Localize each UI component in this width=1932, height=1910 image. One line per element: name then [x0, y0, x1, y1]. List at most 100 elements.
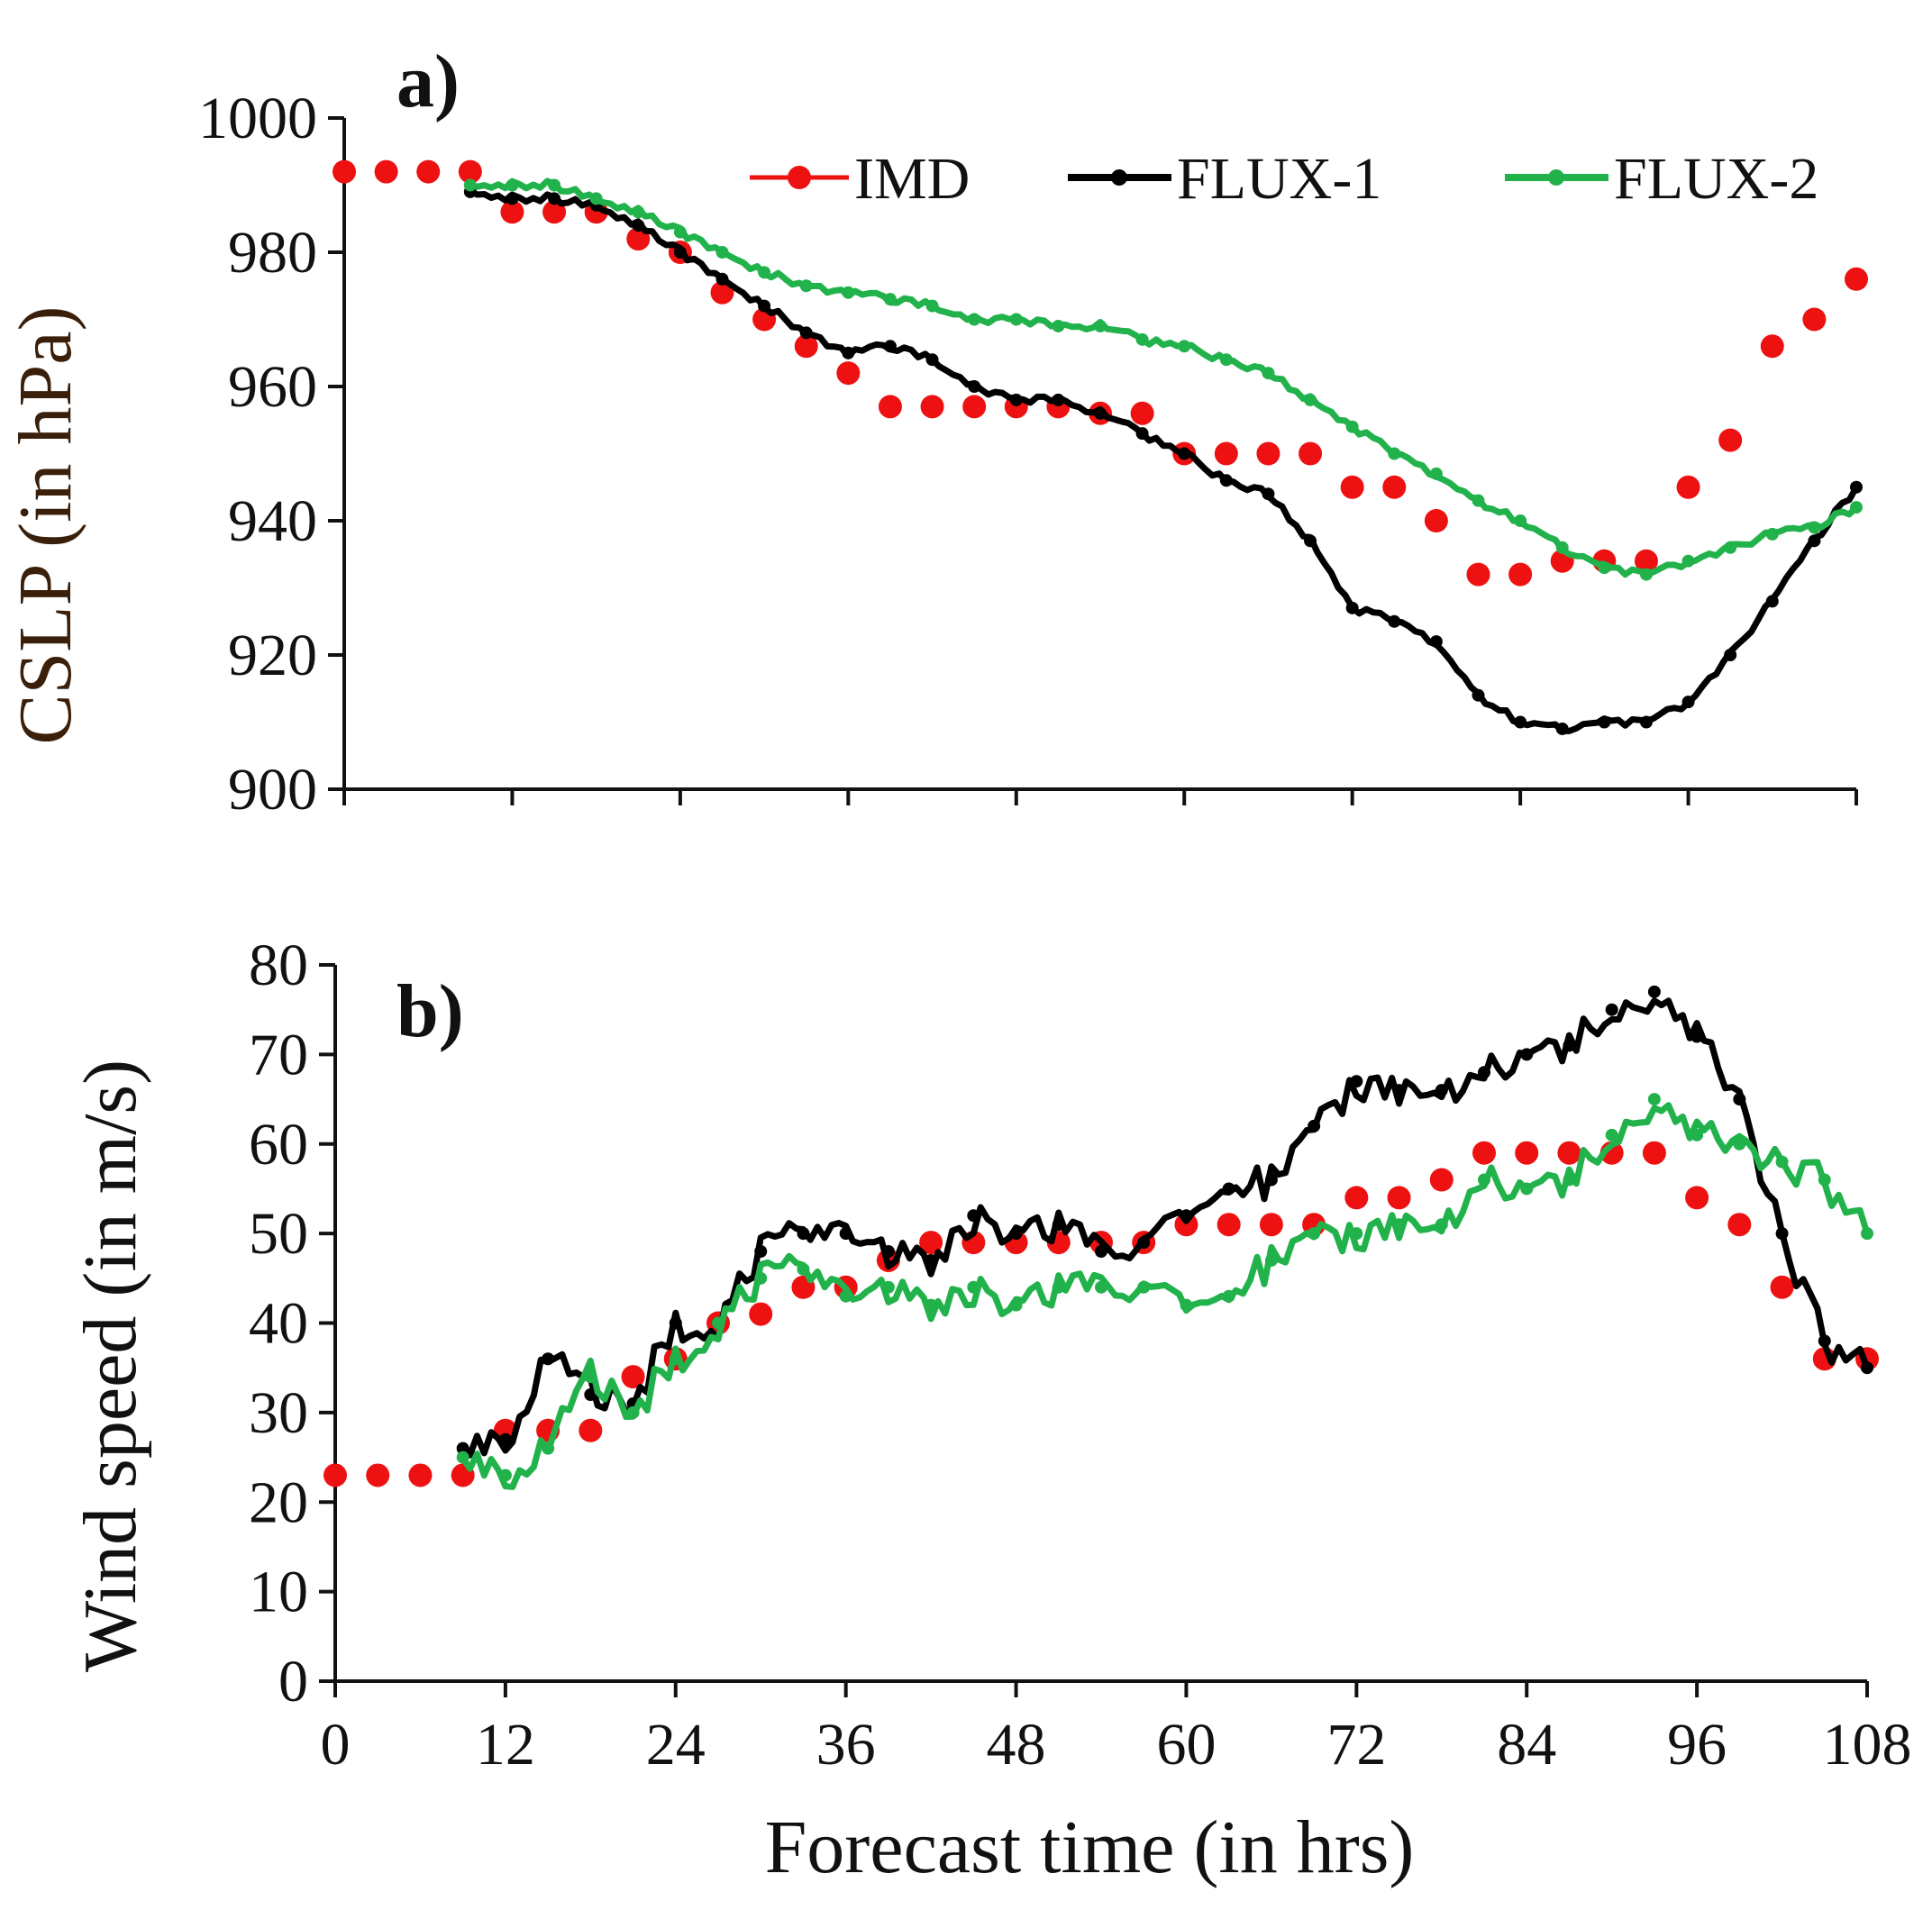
- panel-a-flux-2-line: [469, 177, 1859, 578]
- panel-a-imd-point: [1845, 267, 1868, 291]
- panel-a-flux-1-point: [799, 326, 813, 340]
- legend-flux-2-label: FLUX-2: [1614, 146, 1818, 212]
- panel-a-ticks: 900 920 940 960 980 1000: [198, 86, 1858, 823]
- panel-b-x-tick-label: 72: [1326, 1712, 1386, 1778]
- panel-b-flux-1-point: [1350, 1075, 1363, 1088]
- panel-b-flux-2-point: [1775, 1155, 1789, 1169]
- panel-b-imd-point: [1387, 1186, 1411, 1210]
- panel-b-imd-point: [1174, 1213, 1198, 1237]
- panel-b-imd-point: [1770, 1275, 1794, 1299]
- panel-b-flux-1-point: [1818, 1334, 1831, 1348]
- panel-a-flux-2-point: [758, 266, 771, 279]
- panel-a-imd-point: [1760, 334, 1784, 359]
- panel-a-flux-2-point: [1304, 393, 1317, 406]
- legend-item-flux-1: FLUX-1: [1068, 146, 1381, 212]
- panel-a-imd-point: [1340, 475, 1364, 499]
- panel-a-imd-point: [1802, 307, 1827, 332]
- panel-a-flux-2-point: [1639, 568, 1653, 581]
- panel-b-x-tick-label: 12: [476, 1712, 535, 1778]
- panel-a-imd-point: [794, 334, 818, 359]
- panel-b-x-tick-label: 0: [321, 1712, 351, 1778]
- panel-a-flux-2-point: [968, 313, 981, 326]
- panel-a-flux-2-point: [1178, 340, 1191, 353]
- panel-b-y-tick-label: 40: [249, 1291, 308, 1357]
- panel-b-flux-1-point: [1222, 1182, 1235, 1196]
- panel-b-flux-2-point: [1818, 1173, 1831, 1187]
- panel-b-imd-point: [1429, 1168, 1454, 1192]
- panel-b-flux-1-point: [839, 1227, 852, 1241]
- panel-b-flux-2-point: [1435, 1218, 1448, 1232]
- panel-b-flux-1-point: [1775, 1227, 1789, 1241]
- panel-a-y-tick-label: 900: [228, 757, 317, 823]
- panel-b-ticks: 0 10 20 30 40 50 60 70 80 0 12 24 36 48 60 72 84 96 108: [249, 932, 1912, 1778]
- panel-a-flux-1-point: [632, 219, 645, 232]
- panel-a-flux-1-point: [1765, 595, 1779, 608]
- panel-a-flux-1-point: [1472, 688, 1485, 702]
- panel-b-y-tick-label: 60: [249, 1112, 308, 1178]
- panel-a-imd-point: [374, 159, 398, 184]
- panel-b-imd-point: [579, 1418, 603, 1442]
- panel-a-flux-2-point: [1135, 332, 1149, 346]
- panel-a-flux-2-point: [1555, 541, 1569, 554]
- panel-a-flux-2-point: [1219, 353, 1233, 367]
- panel-a-flux-2-point: [1850, 501, 1863, 514]
- panel-b-flux-1-point: [456, 1442, 469, 1455]
- legend-item-imd: IMD: [750, 146, 970, 212]
- panel-a-flux-1-point: [1052, 393, 1065, 406]
- panel-b-flux-2-point: [669, 1352, 682, 1366]
- panel-b-y-tick-label: 20: [249, 1469, 308, 1535]
- panel-b-y-tick-label: 0: [278, 1649, 308, 1714]
- panel-b-flux-2-point: [1264, 1253, 1278, 1267]
- panel-b-flux-2-point: [1350, 1227, 1363, 1241]
- panel-b-flux-1-line: [460, 997, 1871, 1459]
- panel-b-flux-1-point: [1478, 1066, 1490, 1079]
- panel-a-flux-2-point: [1472, 494, 1485, 507]
- panel-a-flux-2-point: [1345, 420, 1359, 433]
- panel-a-series: [333, 159, 1868, 735]
- panel-a-flux-2-point: [715, 246, 729, 259]
- panel-a-imd-point: [1424, 509, 1448, 532]
- panel-b-x-tick-label: 24: [646, 1712, 706, 1778]
- panel-b-x-tick-label: 60: [1156, 1712, 1216, 1778]
- panel-b-x-tick-label: 48: [987, 1712, 1046, 1778]
- panel-b-imd-point: [324, 1463, 347, 1487]
- panel-a-flux-1-point: [1304, 534, 1317, 548]
- panel-b-y-axis-title: Wind speed (in m/s): [68, 1060, 152, 1672]
- panel-a-y-axis-title: CSLP (in hPa): [4, 306, 87, 745]
- panel-a-flux-2-point: [1514, 514, 1527, 527]
- panel-b-flux-1-point: [797, 1227, 810, 1241]
- panel-a-flux-2-point: [1429, 467, 1443, 480]
- panel-a-flux-1-point: [925, 353, 939, 367]
- panel-a-y-tick-label: 960: [228, 354, 317, 420]
- panel-b-imd-point: [1344, 1186, 1369, 1210]
- panel-a-imd-point: [416, 159, 441, 184]
- panel-b-flux-2-point: [626, 1405, 640, 1419]
- panel-b-flux-2-point: [584, 1370, 597, 1384]
- panel-b-flux-2-point: [542, 1442, 555, 1455]
- panel-a-flux-2-point: [1724, 541, 1737, 554]
- panel-b-imd-point: [919, 1231, 943, 1255]
- panel-b-imd-point: [1557, 1141, 1581, 1165]
- panel-a-imd-point: [1466, 562, 1490, 587]
- panel-b-y-tick-label: 80: [249, 932, 308, 998]
- panel-b-flux-2-point: [456, 1451, 469, 1464]
- panel-a-cslp: 900 920 940 960 980 1000 a) CSLP (in hPa): [4, 40, 1868, 823]
- panel-b-flux-1-point: [1392, 1084, 1406, 1097]
- panel-a-flux-1-point: [1135, 427, 1149, 441]
- panel-b-flux-2-point: [967, 1280, 980, 1294]
- panel-b-flux-2-point: [881, 1280, 895, 1294]
- panel-a-imd-point: [1508, 562, 1533, 587]
- panel-b-y-tick-label: 30: [249, 1380, 308, 1446]
- panel-a-flux-1-point: [506, 192, 519, 205]
- panel-b-label: b): [396, 969, 464, 1053]
- panel-b-flux-1-point: [1052, 1218, 1065, 1232]
- panel-a-imd-point: [962, 395, 987, 419]
- panel-b-imd-point: [621, 1365, 645, 1389]
- panel-a-imd-point: [333, 159, 356, 184]
- panel-a-imd-point: [878, 395, 902, 419]
- panel-b-flux-1-point: [1435, 1084, 1448, 1097]
- panel-b-wind-speed: 0 10 20 30 40 50 60 70 80 0 12 24 36 48 60 72 84 96 108 b)…: [68, 932, 1912, 1778]
- panel-b-y-tick-label: 50: [249, 1201, 308, 1267]
- panel-b-flux-1-point: [1009, 1227, 1023, 1241]
